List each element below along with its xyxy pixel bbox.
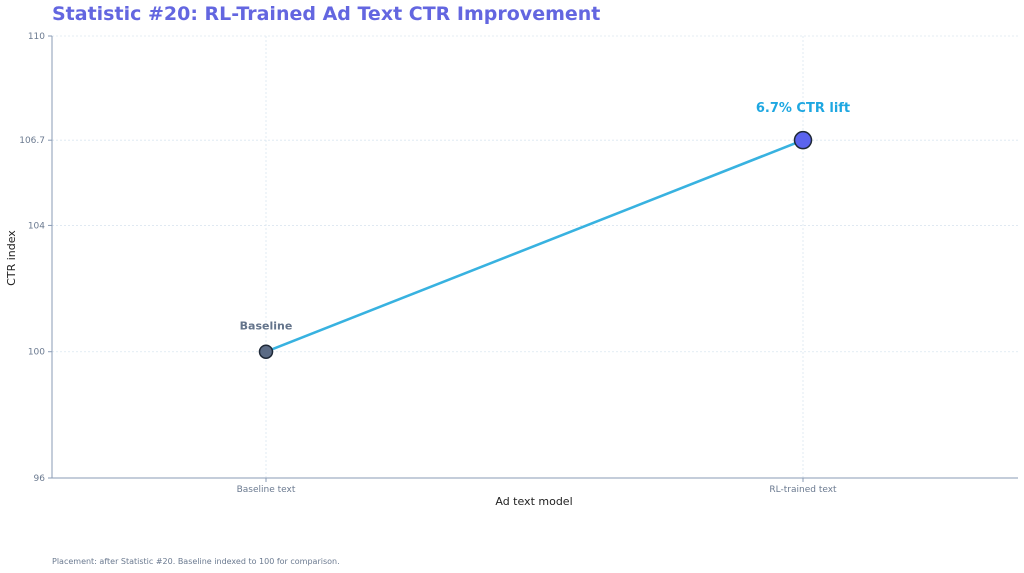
y-tick-label: 100 — [28, 348, 45, 358]
y-tick-label: 106.7 — [19, 136, 45, 146]
chart-footnote: Placement: after Statistic #20. Baseline… — [52, 557, 340, 566]
series-line — [265, 138, 804, 353]
y-tick-label: 110 — [28, 32, 45, 42]
data-point-rl-trained — [793, 130, 813, 150]
y-axis-label: CTR index — [5, 230, 18, 286]
x-tick-label: Baseline text — [237, 485, 296, 495]
data-point-baseline — [258, 344, 274, 359]
y-tick-label: 96 — [34, 474, 46, 484]
y-tick-label: 104 — [28, 221, 45, 231]
chart-title: Statistic #20: RL-Trained Ad Text CTR Im… — [52, 3, 601, 25]
annotation-ctr-lift: 6.7% CTR lift — [756, 101, 850, 116]
annotation-baseline: Baseline — [240, 320, 293, 333]
x-tick-label: RL-trained text — [769, 485, 837, 495]
x-axis-label: Ad text model — [495, 495, 572, 508]
